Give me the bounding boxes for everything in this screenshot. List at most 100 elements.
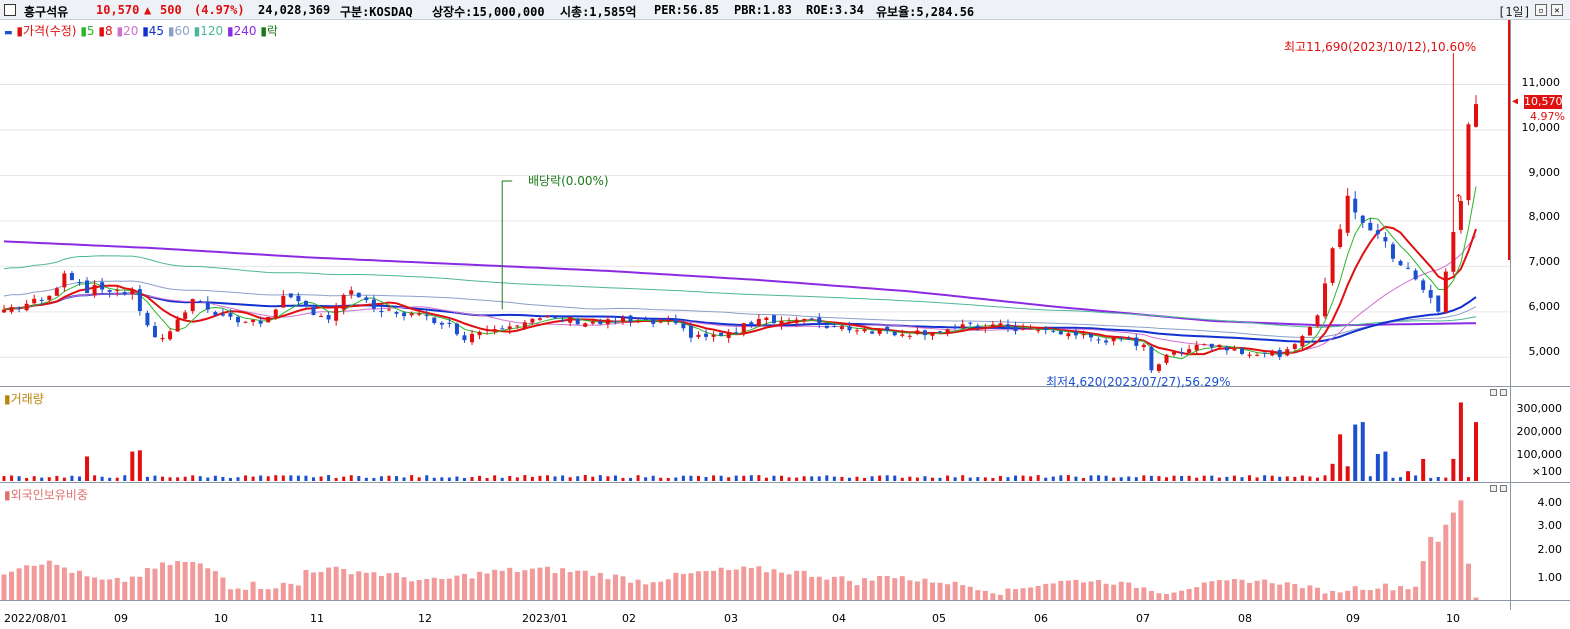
volume-bar [780, 475, 784, 481]
pane-close-icon[interactable] [1500, 485, 1507, 492]
legend-ma20[interactable]: 20 [123, 24, 139, 38]
volume-bar [485, 477, 489, 481]
volume-bar [644, 477, 648, 481]
foreign-bar [748, 567, 754, 600]
foreign-bar [190, 561, 196, 600]
candle-body [1058, 331, 1063, 335]
volume-bar [1217, 477, 1221, 481]
legend-dividend[interactable]: 락 [266, 24, 278, 38]
foreign-bar [99, 579, 105, 600]
pane-divider[interactable] [0, 600, 1570, 601]
candle-body [175, 319, 180, 332]
foreign-bar [1020, 588, 1026, 600]
foreign-bar [658, 581, 664, 600]
foreign-bar [763, 572, 769, 600]
volume-bar [1210, 475, 1214, 481]
volume-bar [161, 476, 165, 481]
legend-ma120[interactable]: 120 [200, 24, 224, 38]
candle-body [1013, 326, 1018, 332]
period-selector[interactable]: [1일] [1498, 5, 1531, 19]
candle-body [273, 309, 278, 319]
pane-minimize-icon[interactable] [1490, 389, 1497, 396]
volume-bar [334, 477, 338, 481]
candle-body [885, 326, 890, 332]
pane-close-icon[interactable] [1500, 389, 1507, 396]
volume-bar [1308, 476, 1312, 481]
volume-bar [832, 476, 836, 481]
volume-bar [515, 477, 519, 481]
legend-ma45[interactable]: 45 [148, 24, 165, 38]
candle-body [900, 334, 905, 336]
candle-body [620, 317, 625, 322]
foreign-bar [673, 572, 679, 600]
legend-price[interactable]: 가격(수정) [22, 24, 77, 38]
foreign-bar [499, 570, 505, 600]
volume-bar [1248, 475, 1252, 481]
volume-bar [32, 476, 36, 481]
candle-body [1285, 349, 1290, 356]
foreign-bar [1171, 592, 1177, 600]
legend-ma5[interactable]: 5 [86, 24, 95, 38]
pane-divider[interactable] [0, 482, 1570, 483]
foreign-bar [1164, 594, 1170, 600]
candle-body [137, 289, 142, 312]
foreign-bar [1118, 581, 1124, 600]
foreign-bar [537, 567, 543, 600]
foreign-bar [1375, 588, 1381, 600]
candle-body [319, 316, 324, 318]
foreign-bar [54, 564, 60, 600]
legend-ma8[interactable]: 8 [105, 24, 113, 38]
foreign-bar [567, 572, 573, 600]
volume-bar [666, 477, 670, 481]
candle-body [1262, 352, 1267, 354]
foreign-bar [378, 575, 384, 600]
volume-bar [47, 477, 51, 481]
volume-bar [561, 475, 565, 481]
volume-bar [251, 476, 255, 481]
pane-divider[interactable] [0, 386, 1570, 387]
close-icon[interactable]: ✕ [1551, 4, 1563, 16]
volume-bar [696, 475, 700, 481]
volume-bar [983, 477, 987, 481]
foreign-bar [620, 576, 626, 600]
axis-separator [1510, 20, 1511, 610]
foreign-bar [605, 579, 611, 600]
pane-minimize-icon[interactable] [1490, 485, 1497, 492]
foreign-bar [1473, 597, 1479, 600]
restore-icon[interactable]: ▫ [1535, 4, 1547, 16]
chart-canvas[interactable] [0, 20, 1570, 629]
volume-bar [1112, 477, 1116, 481]
candle-body [54, 288, 59, 296]
candle-body [1194, 345, 1199, 351]
foreign-bar [182, 562, 188, 600]
candle-body [160, 337, 165, 340]
candle-body [1239, 348, 1244, 354]
foreign-bar [76, 570, 82, 600]
candle-body [69, 273, 74, 281]
volume-bar [1149, 475, 1153, 481]
legend-ma60[interactable]: 60 [174, 24, 190, 38]
foreign-bar [839, 576, 845, 600]
volume-bar [1444, 477, 1448, 481]
volume-bar [1127, 476, 1131, 481]
candle-body [771, 315, 776, 324]
candle-body [847, 326, 852, 331]
checkbox-icon[interactable] [4, 4, 16, 16]
foreign-bar [333, 566, 339, 600]
candle-body [251, 319, 256, 322]
legend-ma240[interactable]: 240 [233, 24, 257, 38]
volume-bar [1142, 475, 1146, 481]
volume-bar [478, 475, 482, 481]
foreign-bar [635, 579, 641, 600]
volume-bar [553, 476, 557, 481]
foreign-bar [982, 590, 988, 600]
foreign-legend[interactable]: ▮외국인보유비중 [4, 488, 88, 502]
foreign-bar [1292, 584, 1298, 600]
foreign-bar [371, 572, 377, 600]
volume-legend[interactable]: ▮거래량 [4, 392, 44, 406]
market: 구분:KOSDAQ [340, 5, 413, 19]
volume-bar [681, 475, 685, 481]
volume-bar [1059, 475, 1063, 481]
stock-name[interactable]: 흥구석유 [24, 5, 69, 19]
